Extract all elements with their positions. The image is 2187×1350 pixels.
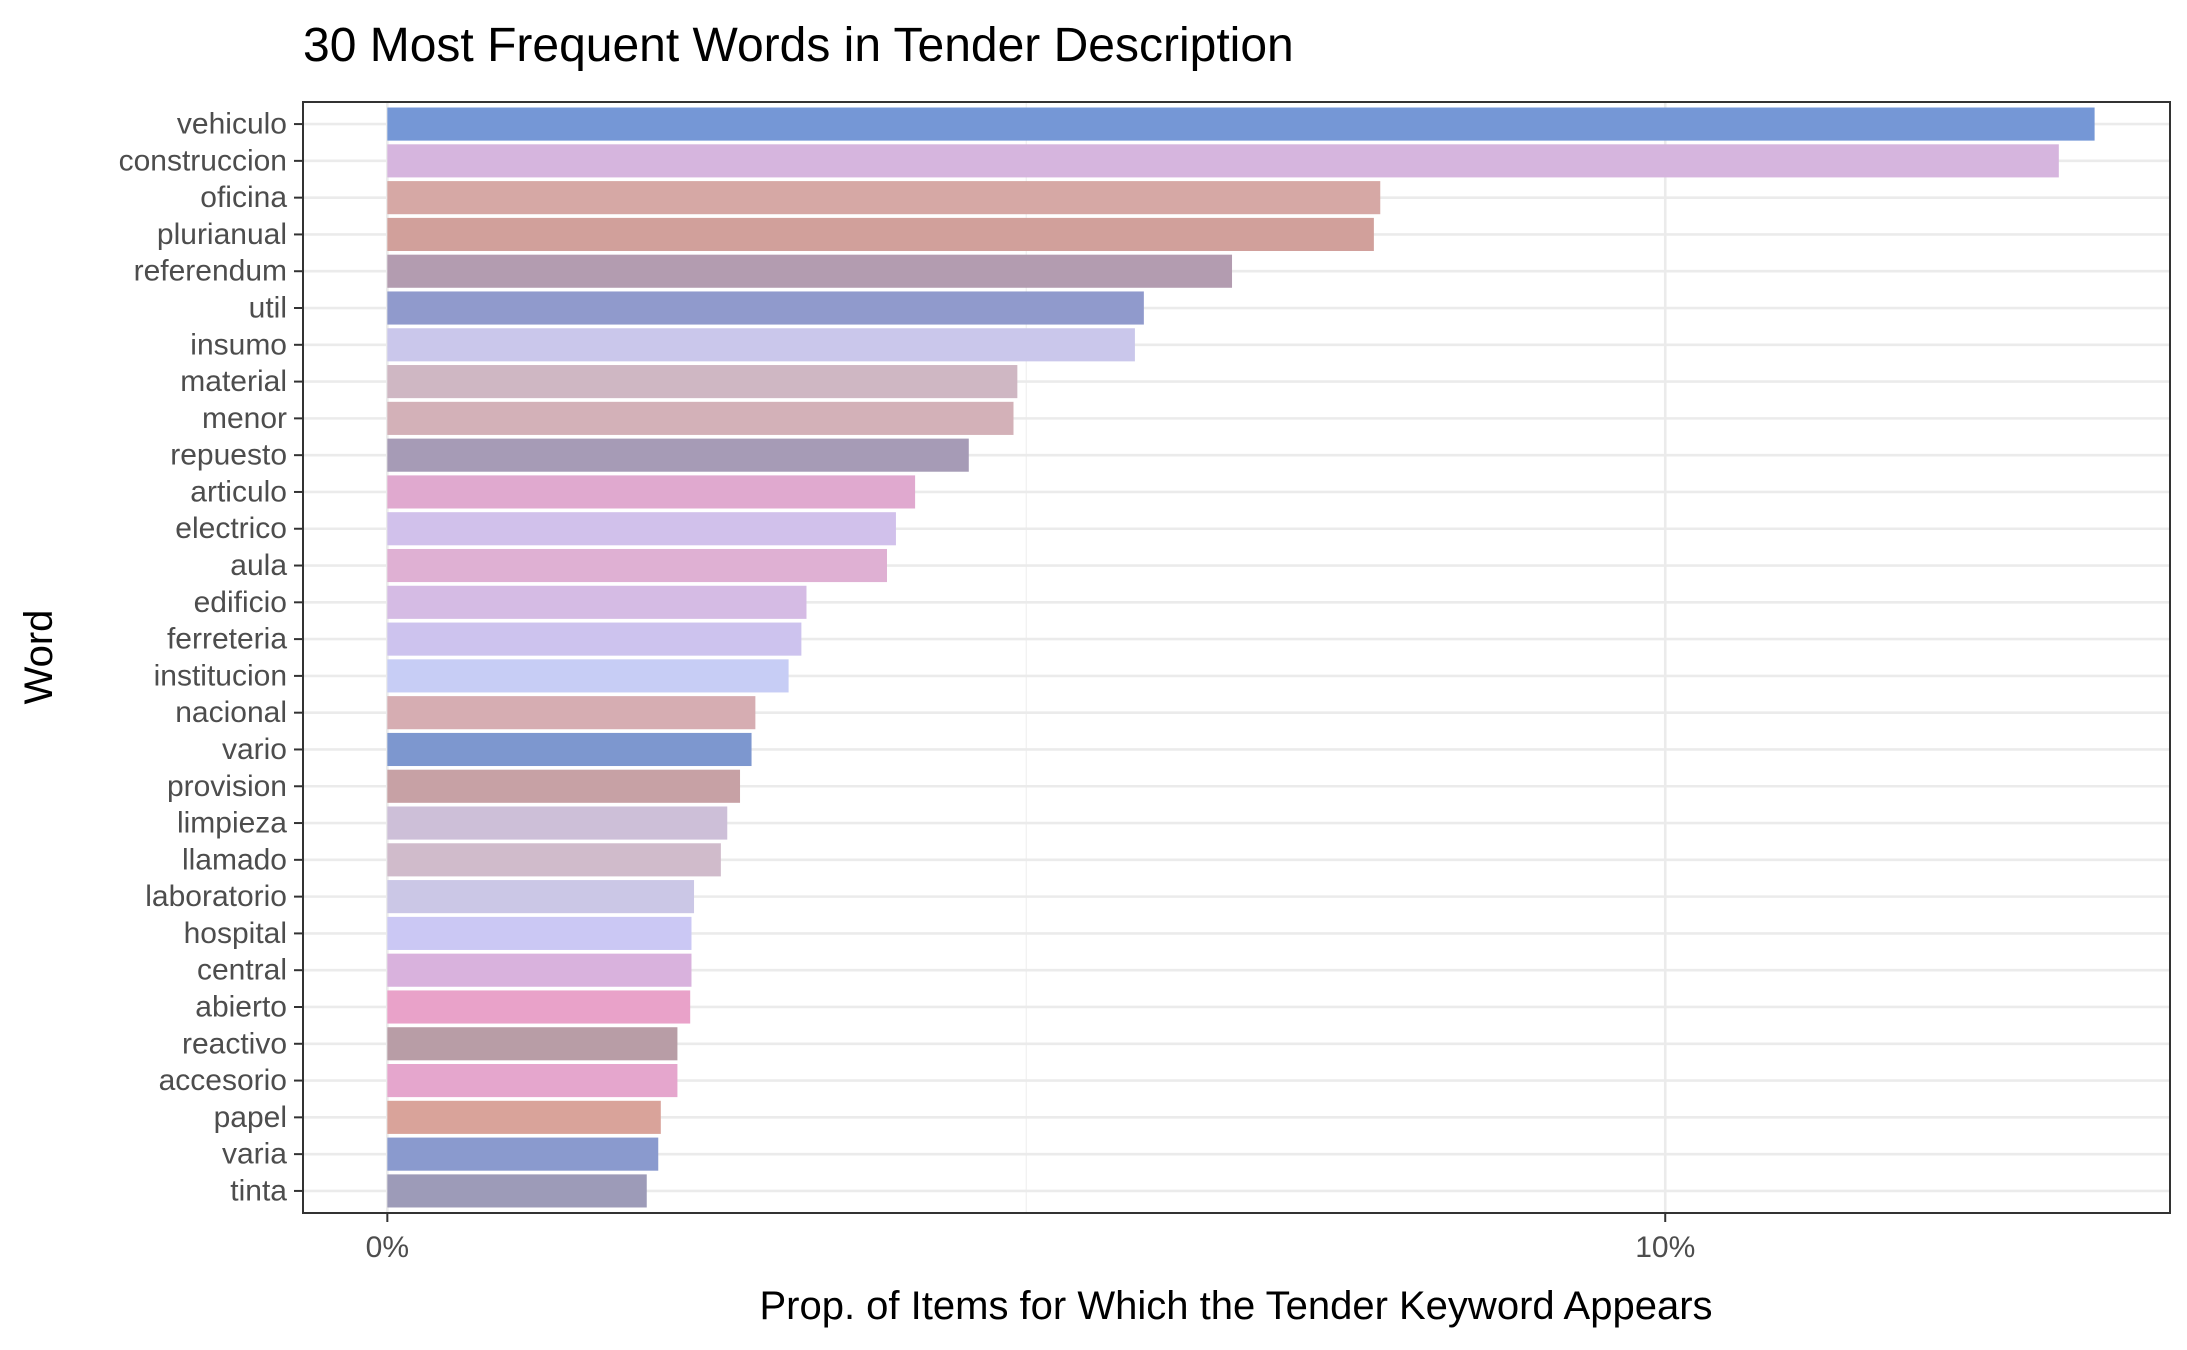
bar-articulo [387,475,916,509]
bar-abierto [387,990,691,1024]
y-tick-label: abierto [195,990,287,1023]
bar-vehiculo [387,107,2095,141]
bar-central [387,953,692,987]
y-tick-label: oficina [200,181,287,214]
bar-accesorio [387,1064,678,1098]
y-tick-label: laboratorio [145,880,287,913]
bar-vario [387,732,752,767]
bar-referendum [387,254,1233,288]
y-tick-label: menor [202,402,287,435]
y-tick-label: edificio [194,586,287,619]
y-tick-label: hospital [184,917,287,950]
bar-limpieza [387,806,728,840]
y-tick-label: institucion [154,659,287,692]
bar-menor [387,401,1014,435]
bar-repuesto [387,438,969,472]
bar-varia [387,1137,659,1171]
bar-reactivo [387,1027,678,1061]
bar-tinta [387,1174,647,1208]
bar-llamado [387,843,721,877]
y-tick-label: central [197,954,287,987]
bar-plurianual [387,217,1374,251]
bar-hospital [387,916,692,950]
y-tick-label: articulo [190,475,287,508]
y-tick-label: material [180,365,287,398]
bar-electrico [387,512,896,546]
y-tick-label: vario [222,733,287,766]
panel-border [302,101,2171,1214]
bar-material [387,365,1018,399]
y-tick-label: util [249,292,287,325]
y-tick-label: accesorio [159,1064,287,1097]
y-tick-label: limpieza [177,807,287,840]
y-tick-label: provision [167,770,287,803]
bar-papel [387,1100,661,1134]
y-tick-label: tinta [230,1174,287,1207]
y-tick-label: nacional [175,696,287,729]
y-axis-title: Word [17,610,61,705]
y-tick-label: ferreteria [167,623,287,656]
y-tick-label: construccion [119,144,287,177]
bar-provision [387,769,741,803]
bar-laboratorio [387,880,695,914]
bar-oficina [387,181,1381,215]
bar-aula [387,548,887,583]
y-tick-label: electrico [175,512,287,545]
y-tick-label: repuesto [170,439,287,472]
bar-institucion [387,659,789,693]
y-tick-label: referendum [134,255,287,288]
y-tick-label: papel [214,1101,287,1134]
chart-title: 30 Most Frequent Words in Tender Descrip… [303,19,1294,72]
bar-ferreteria [387,622,802,656]
bar-nacional [387,696,756,730]
y-tick-label: vehiculo [177,108,287,141]
y-tick-label: reactivo [182,1027,287,1060]
x-axis-title: Prop. of Items for Which the Tender Keyw… [759,1284,1712,1328]
y-tick-label: insumo [190,328,287,361]
bar-edificio [387,585,807,619]
bar-construccion [387,144,2059,178]
y-tick-label: llamado [182,843,287,876]
x-tick-label: 10% [1635,1231,1695,1264]
y-tick-label: aula [230,549,287,582]
bars [387,107,2095,1208]
x-tick-label: 0% [366,1231,409,1264]
y-tick-label: plurianual [157,218,287,251]
bar-util [387,291,1144,325]
bar-insumo [387,328,1135,362]
y-tick-label: varia [222,1138,287,1171]
x-axis: 0% 10% [366,1213,1695,1264]
